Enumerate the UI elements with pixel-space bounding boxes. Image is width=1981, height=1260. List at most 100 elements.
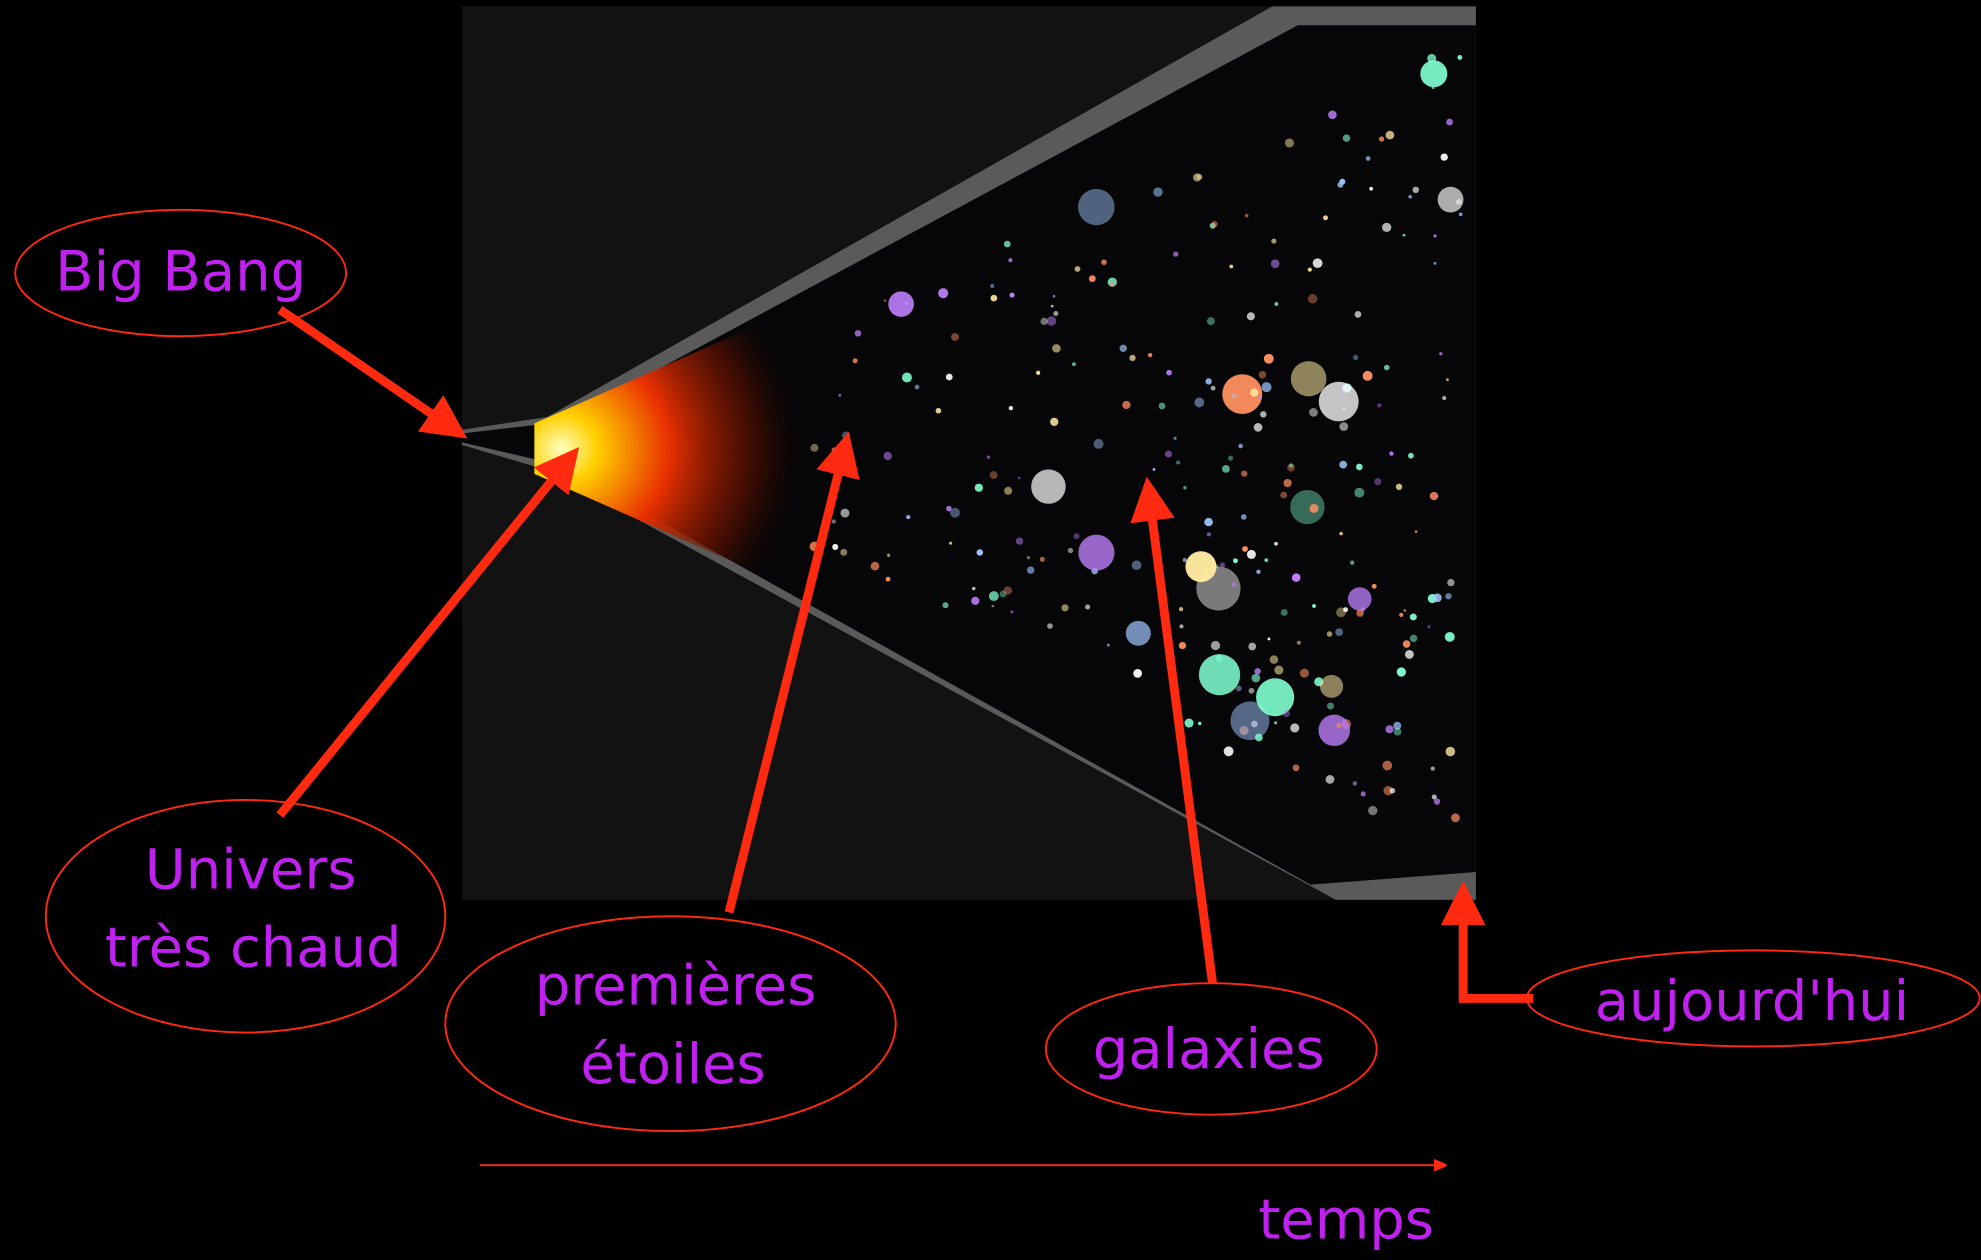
galaxy (972, 587, 975, 590)
label: aujourd'hui (1595, 969, 1909, 1034)
galaxy (902, 372, 912, 382)
galaxy (1313, 258, 1323, 268)
galaxy (1289, 463, 1293, 467)
galaxy (946, 374, 953, 381)
galaxy (1245, 214, 1249, 218)
page: Big Bang Univers très chaud premières ét… (0, 0, 1981, 1260)
galaxy (1397, 667, 1406, 676)
galaxy (1328, 110, 1337, 119)
galaxy (1319, 382, 1359, 422)
galaxy (884, 452, 892, 460)
galaxy (1061, 604, 1068, 611)
galaxy (1446, 378, 1449, 381)
galaxy (1010, 293, 1015, 298)
galaxy (1194, 398, 1204, 408)
galaxy (1261, 382, 1271, 392)
galaxy (1410, 614, 1417, 621)
galaxy (1393, 722, 1401, 730)
galaxy (1094, 439, 1104, 449)
galaxy (1335, 628, 1343, 636)
galaxy (1183, 486, 1186, 489)
galaxy (1291, 361, 1327, 396)
galaxy (1374, 478, 1381, 485)
galaxy (1166, 370, 1172, 376)
galaxy (1016, 537, 1023, 544)
galaxy (977, 549, 983, 555)
galaxy (989, 591, 999, 601)
galaxy (1185, 719, 1194, 728)
galaxy (938, 288, 948, 298)
galaxy (1010, 610, 1013, 613)
galaxy (1293, 764, 1300, 771)
galaxy (1224, 746, 1234, 756)
galaxy (951, 333, 959, 341)
galaxy (1004, 487, 1012, 495)
galaxy (1258, 396, 1262, 400)
galaxy (1004, 586, 1012, 594)
galaxy (1337, 182, 1343, 188)
galaxy (1036, 371, 1040, 375)
galaxy (1438, 187, 1464, 213)
galaxy (1205, 378, 1211, 384)
galaxy (1148, 353, 1152, 357)
galaxy (1320, 675, 1343, 698)
galaxy (1274, 542, 1278, 546)
galaxy (1327, 631, 1333, 637)
galaxy (1451, 813, 1460, 822)
galaxy (1356, 609, 1363, 616)
galaxy (1297, 641, 1301, 645)
galaxy (1173, 251, 1178, 256)
galaxy (840, 509, 849, 518)
galaxy (1256, 570, 1260, 574)
galaxy (1255, 734, 1263, 742)
galaxy (1430, 492, 1438, 500)
galaxy (990, 471, 998, 479)
galaxy (1075, 266, 1081, 272)
galaxy (1372, 584, 1377, 589)
galaxy (1264, 354, 1274, 364)
galaxy (1363, 371, 1373, 381)
galaxy (1251, 674, 1260, 683)
galaxy (1405, 650, 1414, 659)
galaxy (1089, 275, 1096, 282)
galaxy (1445, 632, 1455, 642)
galaxy (1236, 685, 1242, 691)
galaxy (906, 515, 910, 519)
galaxy (1309, 408, 1318, 417)
galaxy (1078, 535, 1114, 571)
galaxy (1442, 396, 1446, 400)
galaxy (1268, 638, 1271, 641)
galaxy (1004, 241, 1011, 248)
galaxy (1031, 469, 1066, 503)
galaxy (1179, 624, 1183, 628)
galaxy (1446, 119, 1453, 126)
galaxy (1242, 546, 1248, 552)
galaxy (1403, 234, 1406, 237)
galaxy (1403, 640, 1411, 648)
galaxy (1382, 761, 1392, 771)
galaxy (1052, 344, 1061, 353)
galaxy (1264, 558, 1268, 562)
galaxy (1361, 791, 1366, 796)
galaxy (1153, 187, 1162, 196)
galaxy (942, 602, 948, 608)
galaxy (1085, 605, 1090, 610)
galaxy (1323, 215, 1328, 220)
galaxy (1446, 747, 1456, 757)
galaxy (1366, 156, 1371, 161)
galaxy (1434, 262, 1437, 265)
galaxy (886, 577, 891, 582)
galaxy (1220, 562, 1225, 567)
galaxy (842, 431, 850, 439)
galaxy (1447, 579, 1454, 586)
galaxy (1396, 484, 1402, 490)
galaxy (1292, 573, 1301, 581)
diagram: Big Bang Univers très chaud premières ét… (0, 0, 1981, 1260)
galaxy (992, 605, 995, 608)
galaxy (1132, 560, 1142, 570)
galaxy (1260, 411, 1266, 417)
galaxy (1274, 721, 1277, 724)
galaxy (1403, 609, 1406, 612)
label: Univers (145, 838, 357, 903)
galaxy (1120, 345, 1127, 352)
